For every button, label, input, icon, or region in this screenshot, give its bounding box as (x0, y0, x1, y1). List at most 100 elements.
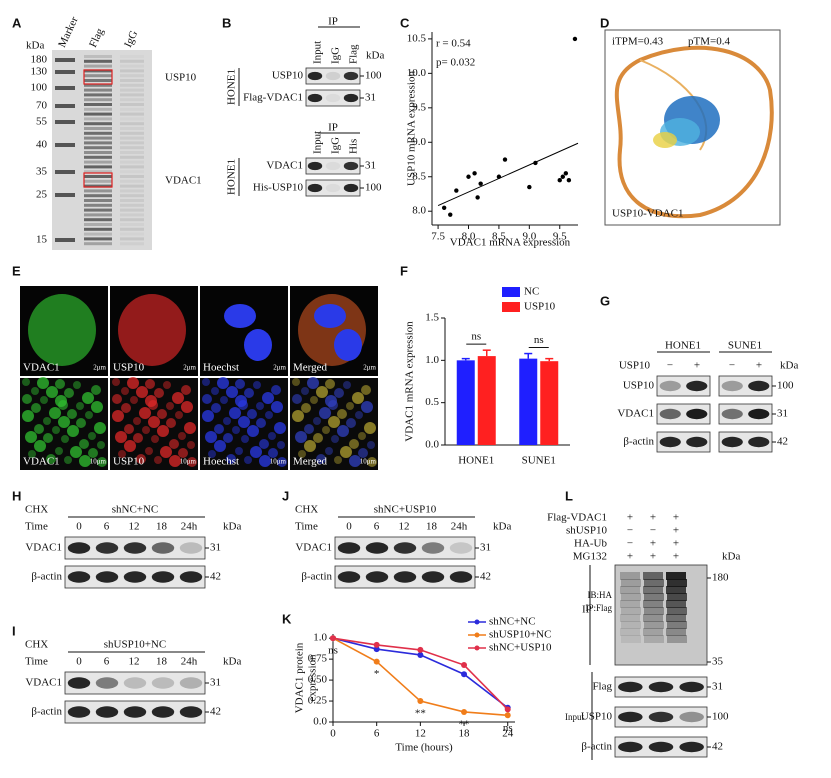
point (461, 662, 468, 669)
tissue-cell (325, 395, 337, 407)
y-tick-label: 0.25 (308, 695, 328, 707)
channel-label: Hoechst (203, 456, 239, 468)
legend-label: shNC+NC (489, 616, 536, 628)
tissue-cell (232, 426, 240, 434)
tissue-cell (301, 387, 309, 395)
tissue-cell (22, 378, 30, 386)
time-label: 24h (451, 521, 468, 533)
tissue-cell (154, 456, 162, 464)
marker-label: 15 (36, 234, 48, 246)
blot-band (421, 571, 445, 583)
y-tick-label: 9.0 (412, 136, 426, 148)
smear (620, 586, 640, 594)
annotation: ** (459, 718, 470, 730)
domain (653, 132, 677, 148)
kda-label: 42 (210, 571, 221, 583)
tissue-cell (328, 416, 340, 428)
blot-band (95, 706, 119, 718)
point (441, 205, 447, 210)
tissue-cell (241, 435, 249, 443)
lane-smear (84, 179, 112, 183)
tissue-cell (205, 431, 217, 443)
legend-swatch (502, 287, 520, 297)
blot-band (179, 571, 203, 583)
label: USP10 (619, 360, 651, 372)
lane-smear (120, 55, 144, 58)
x-tick-label: 8.5 (492, 231, 506, 243)
sign: − (729, 360, 735, 372)
lane-smear (84, 242, 112, 246)
blot-band (679, 681, 704, 693)
tissue-cell (148, 416, 160, 428)
lane-smear (84, 160, 112, 164)
y-tick-label: 1.0 (425, 354, 439, 366)
x-tick-label: HONE1 (458, 455, 494, 467)
lane-smear (84, 55, 112, 58)
label: kDa (26, 40, 44, 52)
tissue-cell (34, 440, 46, 452)
tissue-cell (184, 422, 196, 434)
time-label: 24h (181, 656, 198, 668)
row-label: β-actin (581, 741, 612, 753)
lane-smear (84, 83, 112, 87)
tissue-cell (94, 422, 106, 434)
tissue-cell (337, 425, 349, 437)
lane-label: His (348, 139, 360, 154)
panel-label: A (12, 15, 22, 30)
tissue-cell (133, 433, 143, 443)
marker-band (55, 238, 75, 242)
time-label: 12 (129, 521, 140, 533)
tissue-cell (73, 381, 81, 389)
tissue-cell (268, 432, 276, 440)
tissue-cell (214, 424, 224, 434)
band-label: VDAC1 (165, 175, 202, 187)
sign: + (627, 512, 633, 524)
row-label: Flag (592, 681, 612, 693)
lane-smear (84, 93, 112, 97)
smear (643, 614, 663, 622)
y-tick-label: 0.0 (313, 716, 327, 728)
lane-smear (84, 203, 112, 207)
lane-smear (120, 131, 144, 135)
tissue-cell (169, 455, 181, 467)
sign: − (667, 360, 673, 372)
highlight-box (83, 172, 113, 188)
tissue-cell (118, 450, 126, 458)
lane-smear (120, 79, 144, 82)
tissue-cell (130, 396, 138, 404)
tissue-cell (343, 381, 351, 389)
y-tick-label: 8.5 (412, 170, 426, 182)
tissue-cell (172, 392, 184, 404)
lane-smear (84, 170, 112, 174)
y-tick-label: 1.0 (313, 632, 327, 644)
smear (644, 607, 664, 615)
tissue-cell (316, 386, 328, 398)
marker-band (55, 170, 75, 174)
tissue-cell (262, 392, 274, 404)
tissue-cell (265, 411, 273, 419)
kda-label: 180 (712, 572, 729, 584)
tissue-cell (337, 409, 347, 419)
smear (643, 628, 663, 636)
tissue-cell (244, 456, 252, 464)
annotation: * (374, 668, 380, 680)
y-tick-label: 0.5 (425, 396, 439, 408)
point (566, 177, 572, 183)
lane-smear (120, 127, 144, 130)
band-label: USP10 (165, 72, 197, 84)
tissue-cell (67, 409, 77, 419)
panel-label: H (12, 488, 21, 503)
panel-label: D (600, 15, 609, 30)
tissue-cell (271, 385, 281, 395)
smear (620, 628, 640, 636)
sign: + (650, 551, 656, 563)
loop (614, 45, 774, 219)
row-label: His-USP10 (253, 182, 304, 194)
blot-band (648, 681, 674, 693)
tissue-cell (367, 457, 377, 467)
blot-band (721, 436, 743, 448)
tissue-cell (358, 448, 368, 458)
lane-smear (120, 208, 144, 212)
blot-band (151, 706, 175, 718)
